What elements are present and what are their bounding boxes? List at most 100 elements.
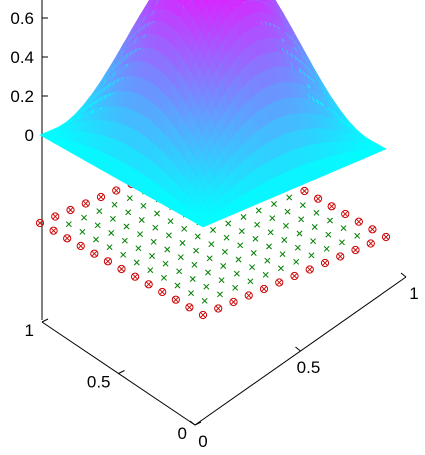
interior-node-marker [338,239,345,246]
interior-node-marker [154,210,160,217]
axes [41,0,407,426]
interior-node-marker [264,257,271,264]
boundary-node-marker [81,199,90,208]
interior-node-marker [313,209,320,216]
surface-facet [202,0,209,6]
boundary-node-marker [336,252,345,261]
z-tick-label: 0.6 [10,9,34,28]
boundary-node-marker [290,271,299,281]
x-tick-label: 0.5 [297,358,321,377]
boundary-node-marker [366,239,375,248]
interior-node-marker [81,214,88,221]
interior-node-marker [269,215,276,222]
interior-node-marker [135,245,142,252]
interior-node-marker [194,233,201,240]
interior-node-marker [108,230,115,236]
interior-node-marker [216,291,223,298]
boundary-node-marker [144,280,153,289]
interior-node-marker [65,221,72,228]
interior-node-marker [354,232,361,239]
interior-node-marker [308,252,315,259]
interior-node-marker [267,229,274,236]
interior-node-marker [160,274,167,281]
boundary-node-marker [130,272,140,281]
interior-node-marker [277,265,284,272]
interior-node-marker [220,263,227,269]
interior-node-marker [293,258,300,265]
interior-node-marker [249,264,256,271]
interior-node-marker [79,228,86,235]
y-tick-mark [194,421,202,426]
interior-node-marker [325,231,332,238]
interior-node-marker [179,240,186,246]
boundary-node-marker [381,232,391,242]
z-tick-label: 0.4 [10,48,34,67]
boundary-node-marker [117,264,126,274]
y-tick-label: 0.5 [87,373,111,392]
interior-node-marker [149,253,155,259]
interior-node-marker [164,246,171,253]
interior-node-marker [266,243,272,250]
boundary-node-marker [158,287,167,297]
x-tick-label: 1 [409,284,418,303]
interior-node-marker [109,215,116,222]
interior-node-marker [174,282,181,289]
interior-node-marker [235,256,242,263]
interior-node-marker [123,223,130,230]
boundary-node-marker [214,304,223,313]
interior-node-marker [221,248,228,255]
boundary-node-marker [259,284,269,294]
interior-node-marker [232,284,239,291]
interior-node-marker [262,271,269,278]
z-tick-label: 0.2 [10,87,34,106]
interior-node-marker [310,238,317,245]
interior-node-marker [121,237,128,244]
interior-node-marker [203,283,210,290]
boundary-node-marker [66,205,75,215]
interior-node-marker [311,224,318,230]
interior-node-marker [201,297,208,304]
y-tick-label: 0 [178,424,187,443]
interior-node-marker [254,221,261,228]
surface-facet [376,146,387,152]
interior-node-marker [340,225,347,232]
interior-node-marker [189,276,196,282]
x-tick-mark [189,420,196,426]
interior-node-marker [152,224,159,231]
interior-node-marker [233,270,240,277]
interior-node-marker [247,278,254,285]
interior-node-marker [167,218,174,225]
interior-node-marker [191,261,198,268]
interior-node-marker [240,214,247,220]
boundary-node-marker [112,186,121,195]
boundary-node-marker [76,241,85,251]
boundary-node-marker [171,295,180,304]
boundary-node-marker [341,209,350,219]
interior-node-marker [281,237,288,243]
interior-node-marker [255,207,262,214]
y-tick-label: 1 [25,321,34,340]
interior-node-marker [188,290,195,297]
boundary-node-marker [90,249,99,258]
interior-node-marker [150,238,157,245]
interior-node-marker [250,250,257,256]
interior-node-marker [120,251,127,258]
interior-node-marker [252,235,259,242]
interior-node-marker [125,209,132,216]
y-tick-mark [118,370,125,374]
interior-node-marker [126,195,133,202]
interior-node-marker [137,231,144,238]
boundary-node-marker [275,278,284,287]
interior-node-marker [284,208,291,215]
interior-node-marker [298,216,305,223]
interior-node-marker [205,269,211,276]
interior-node-marker [223,234,230,241]
boundary-node-marker [368,225,377,234]
surface-mesh [39,0,387,228]
interior-node-marker [237,242,244,249]
boundary-node-marker [320,258,330,268]
boundary-node-marker [49,226,58,235]
boundary-node-marker [103,257,113,266]
